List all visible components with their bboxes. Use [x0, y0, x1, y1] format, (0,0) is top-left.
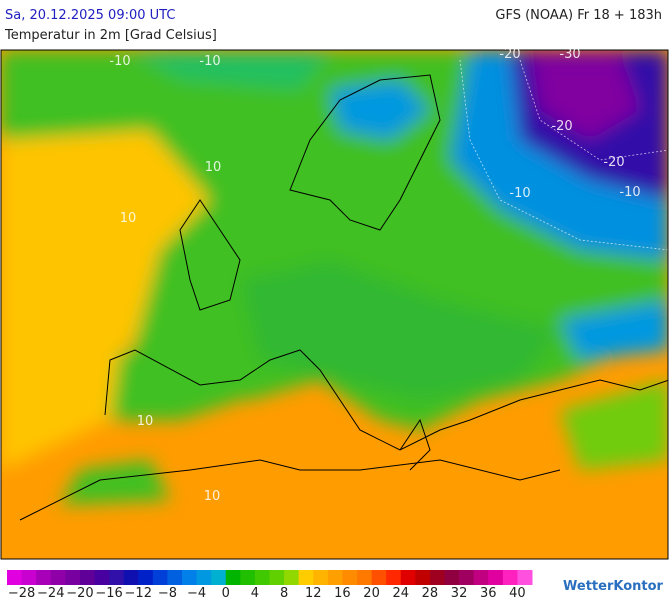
logo: WetterKontor	[563, 579, 664, 594]
contour-label: 10	[137, 414, 154, 429]
colorbar-swatch	[400, 570, 416, 585]
colorbar-swatch	[357, 570, 373, 585]
contour-label: -10	[109, 54, 130, 69]
colorbar-tick-label: 8	[280, 586, 288, 600]
colorbar-swatch	[36, 570, 52, 585]
colorbar-tick-label: −28	[8, 586, 35, 600]
colorbar-swatch	[109, 570, 125, 585]
colorbar-tick-label: 20	[363, 586, 380, 600]
contour-label: -30	[559, 47, 580, 62]
colorbar-swatch	[240, 570, 256, 585]
colorbar-swatch	[123, 570, 139, 585]
colorbar-swatch	[386, 570, 402, 585]
colorbar-swatch	[269, 570, 285, 585]
colorbar-tick-label: −12	[125, 586, 152, 600]
temperature-field	[1, 50, 668, 559]
colorbar-swatch	[488, 570, 504, 585]
colorbar-swatch	[459, 570, 475, 585]
colorbar-swatch	[167, 570, 183, 585]
colorbar-tick-label: 4	[251, 586, 259, 600]
colorbar-swatch	[196, 570, 212, 585]
colorbar-swatch	[415, 570, 431, 585]
contour-label: 10	[205, 160, 222, 175]
colorbar-swatch	[50, 570, 66, 585]
colorbar-swatch	[313, 570, 329, 585]
colorbar-swatch	[327, 570, 343, 585]
colorbar-swatch	[473, 570, 489, 585]
colorbar-swatch	[254, 570, 270, 585]
contour-label: -10	[509, 186, 530, 201]
contour-label: -10	[619, 185, 640, 200]
colorbar-swatch	[65, 570, 81, 585]
colorbar-swatch	[152, 570, 168, 585]
colorbar-tick-label: 12	[305, 586, 322, 600]
contour-label: -20	[499, 47, 520, 62]
colorbar-tick-label: 28	[422, 586, 439, 600]
colorbar-tick-label: 24	[392, 586, 409, 600]
contour-label: 10	[120, 211, 137, 226]
colorbar-swatch	[21, 570, 37, 585]
colorbar-swatch	[225, 570, 241, 585]
colorbar-tick-label: 36	[480, 586, 497, 600]
colorbar-swatch	[79, 570, 95, 585]
colorbar-tick-label: 0	[222, 586, 230, 600]
contour-label: -20	[603, 155, 624, 170]
colorbar-swatch	[94, 570, 110, 585]
colorbar-tick-label: 16	[334, 586, 351, 600]
colorbar-swatch	[444, 570, 460, 585]
colorbar-tick-label: −8	[158, 586, 177, 600]
colorbar-swatch	[517, 570, 533, 585]
subtitle: Temperatur in 2m [Grad Celsius]	[4, 28, 217, 43]
map-frame	[0, 49, 669, 560]
contour-label: -20	[551, 119, 572, 134]
contour-label: -10	[199, 54, 220, 69]
colorbar-swatch	[211, 570, 227, 585]
colorbar-swatch	[502, 570, 518, 585]
contour-label: 10	[204, 489, 221, 504]
colorbar-swatch	[7, 570, 23, 585]
colorbar-swatch	[429, 570, 445, 585]
colorbar-swatch	[371, 570, 387, 585]
colorbar-swatch	[182, 570, 198, 585]
colorbar-swatch	[138, 570, 154, 585]
colorbar-swatch	[284, 570, 300, 585]
colorbar-swatch	[342, 570, 358, 585]
date-title: Sa, 20.12.2025 09:00 UTC	[5, 8, 175, 23]
colorbar-tick-label: −20	[66, 586, 93, 600]
colorbar-tick-label: 32	[451, 586, 468, 600]
colorbar-tick-label: −24	[37, 586, 64, 600]
colorbar-tick-label: −4	[187, 586, 206, 600]
colorbar-swatch	[298, 570, 314, 585]
coastlines	[19, 74, 668, 521]
colorbar-tick-label: 40	[509, 586, 526, 600]
model-info: GFS (NOAA) Fr 18 + 183h	[495, 8, 662, 23]
colorbar-tick-label: −16	[95, 586, 122, 600]
